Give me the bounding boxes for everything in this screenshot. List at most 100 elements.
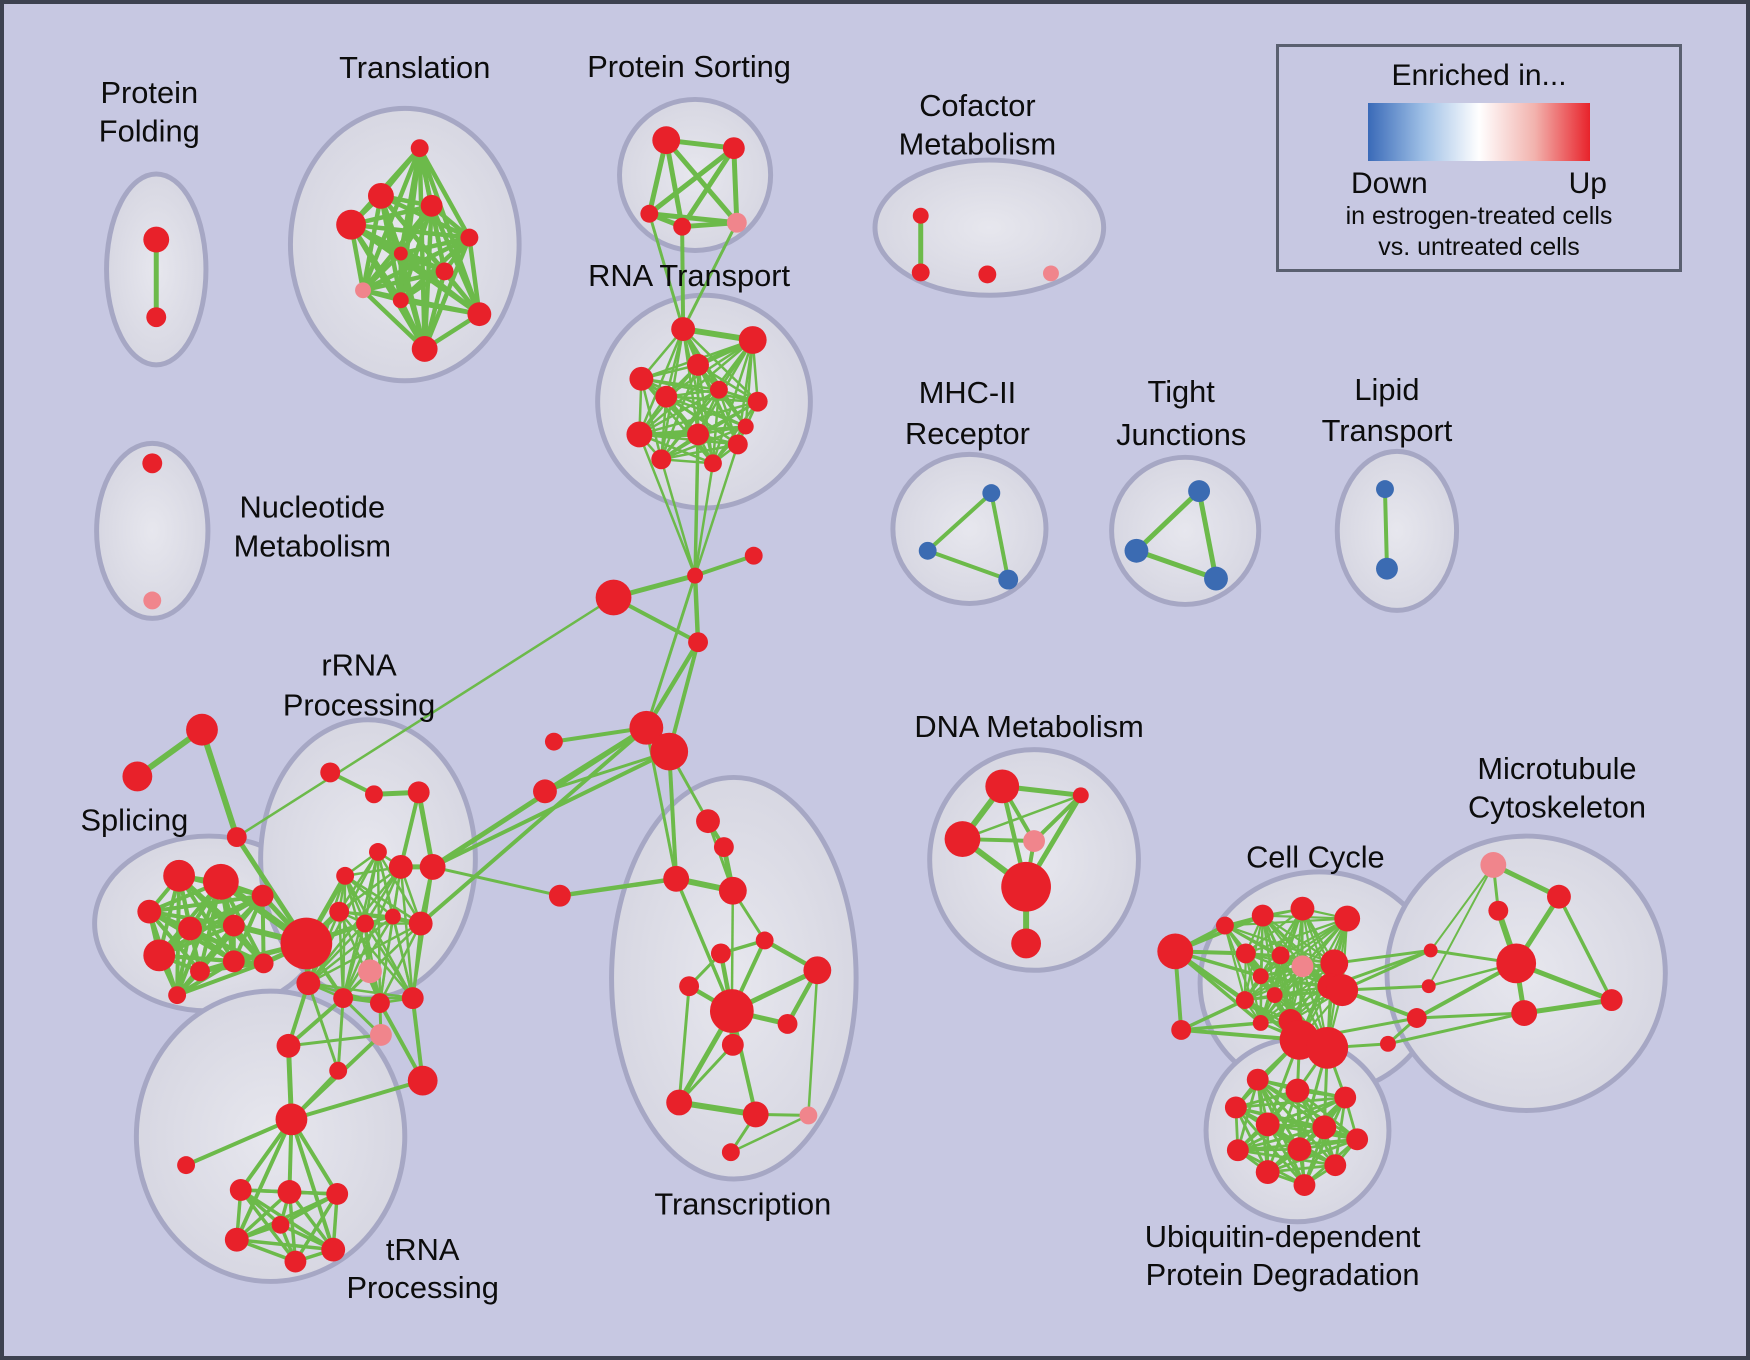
label-mhc-ii-receptor-line1: MHC-II — [919, 375, 1017, 410]
node-e4 — [284, 1250, 307, 1273]
network-canvas: Protein Folding Translation Protein Sorting… — [80, 49, 1668, 1305]
label-transcription-line1: Transcription — [654, 1186, 831, 1221]
node-q13 — [333, 988, 354, 1009]
edge-m1-rt9 — [693, 444, 739, 577]
edge-m1-m3 — [692, 575, 701, 643]
node-e0 — [229, 1179, 252, 1201]
edge-x0-x2 — [199, 728, 240, 838]
node-q9 — [384, 908, 401, 925]
node-v3 — [1224, 1096, 1247, 1119]
node-lt1 — [1376, 557, 1398, 580]
cluster-trna-processing — [133, 988, 408, 1284]
node-t6 — [435, 262, 454, 281]
node-g7 — [1291, 955, 1314, 978]
node-m4 — [629, 710, 664, 745]
label-protein-folding-line1: Protein — [100, 75, 198, 110]
node-d5 — [1011, 928, 1042, 959]
node-rt7 — [626, 421, 653, 448]
edge-tj0-tj2 — [1196, 490, 1219, 580]
node-g5 — [1235, 943, 1256, 964]
edge-u1-u5 — [1557, 895, 1614, 1001]
node-tj1 — [1124, 538, 1149, 563]
node-g13 — [1326, 974, 1359, 1007]
edge-m7-m5 — [544, 750, 670, 793]
node-q18 — [329, 1061, 348, 1080]
edge-t3-t4 — [350, 222, 470, 240]
node-n3 — [718, 876, 747, 905]
node-n7 — [803, 956, 832, 985]
node-u9 — [1380, 1035, 1396, 1052]
edge-n2-n8 — [674, 878, 734, 1012]
node-q4 — [336, 866, 355, 885]
edge-u0-u7 — [1427, 864, 1495, 987]
cluster-labels: Protein Folding Translation Protein Sorting… — [80, 49, 1646, 1305]
edge-rt1-rt12 — [744, 339, 754, 427]
edge-g8-g18 — [1224, 924, 1335, 965]
edge-rt3-rt6 — [641, 377, 758, 403]
cluster-nucleotide-metabolism — [94, 440, 211, 621]
edge-u9-u4 — [1387, 1011, 1525, 1046]
edge-m8-n2 — [559, 876, 677, 898]
node-q16 — [369, 1023, 392, 1046]
label-cell-cycle-line1: Cell Cycle — [1246, 839, 1385, 874]
node-n5 — [710, 943, 731, 964]
node-s3 — [178, 916, 202, 941]
edge-t5-t7 — [361, 251, 403, 292]
label-protein-sorting-line1: Protein Sorting — [587, 49, 791, 84]
edge-q9-q12 — [307, 915, 394, 985]
node-rt11 — [704, 454, 722, 473]
edge-t4-t5 — [400, 235, 470, 256]
node-q1 — [365, 785, 383, 804]
edge-ps1-ps4 — [731, 148, 740, 223]
node-t10 — [411, 336, 438, 362]
edge-rt2-rt6 — [697, 363, 759, 403]
label-tight-junctions-line1: Tight — [1148, 374, 1216, 409]
node-mh2 — [998, 569, 1019, 590]
edge-t4-t9 — [467, 237, 482, 315]
edge-v2-v3 — [1235, 1096, 1346, 1109]
edge-rt6-rt7 — [639, 400, 759, 436]
edge-mh1-mh2 — [927, 548, 1009, 582]
node-s5 — [143, 939, 176, 972]
label-microtubule-cytoskeleton-line2: Cytoskeleton — [1468, 790, 1646, 825]
node-v6 — [1346, 1128, 1369, 1151]
edge-q9-q14 — [378, 916, 395, 1004]
edge-q7-q10 — [338, 910, 421, 925]
legend-up-label: Up — [1568, 167, 1607, 200]
edge-rt2-rt11 — [696, 364, 715, 464]
node-v9 — [1324, 1154, 1347, 1177]
node-t1 — [368, 182, 394, 209]
node-s10 — [253, 953, 274, 974]
cluster-tight-junctions — [1109, 454, 1262, 607]
label-translation-line1: Translation — [339, 50, 490, 85]
node-m5 — [650, 732, 689, 771]
node-m6 — [544, 732, 563, 751]
edge-ps2-ps4 — [649, 211, 738, 226]
node-mh0 — [982, 484, 1001, 503]
node-e2 — [326, 1183, 349, 1205]
node-x1 — [122, 761, 153, 792]
edge-e2-e4 — [293, 1193, 339, 1263]
edge-t6-t10 — [422, 270, 447, 350]
node-n14 — [721, 1143, 740, 1162]
edge-lt0-lt1 — [1382, 489, 1389, 569]
label-nucleotide-metabolism-line2: Metabolism — [234, 528, 391, 563]
node-s9 — [168, 986, 187, 1005]
cluster-mhc-ii-receptor — [890, 451, 1049, 606]
edge-m1-rt8 — [693, 434, 700, 576]
node-q7 — [329, 901, 350, 922]
node-n4 — [755, 931, 774, 950]
edge-g1-g14 — [1181, 1021, 1261, 1032]
edge-v2-v9 — [1333, 1097, 1347, 1166]
edge-q4-q15 — [344, 875, 414, 999]
node-d2 — [1023, 830, 1045, 852]
edge-q5-q15 — [399, 866, 414, 999]
node-pf1 — [146, 307, 167, 328]
node-rt5 — [709, 380, 728, 399]
node-g6 — [1271, 946, 1290, 965]
label-ubiquitin-degradation-line1: Ubiquitin-dependent — [1145, 1219, 1421, 1254]
edge-v2-v7 — [1237, 1096, 1346, 1152]
node-s6 — [190, 961, 210, 982]
node-s1 — [202, 863, 239, 900]
node-t4 — [460, 228, 479, 247]
